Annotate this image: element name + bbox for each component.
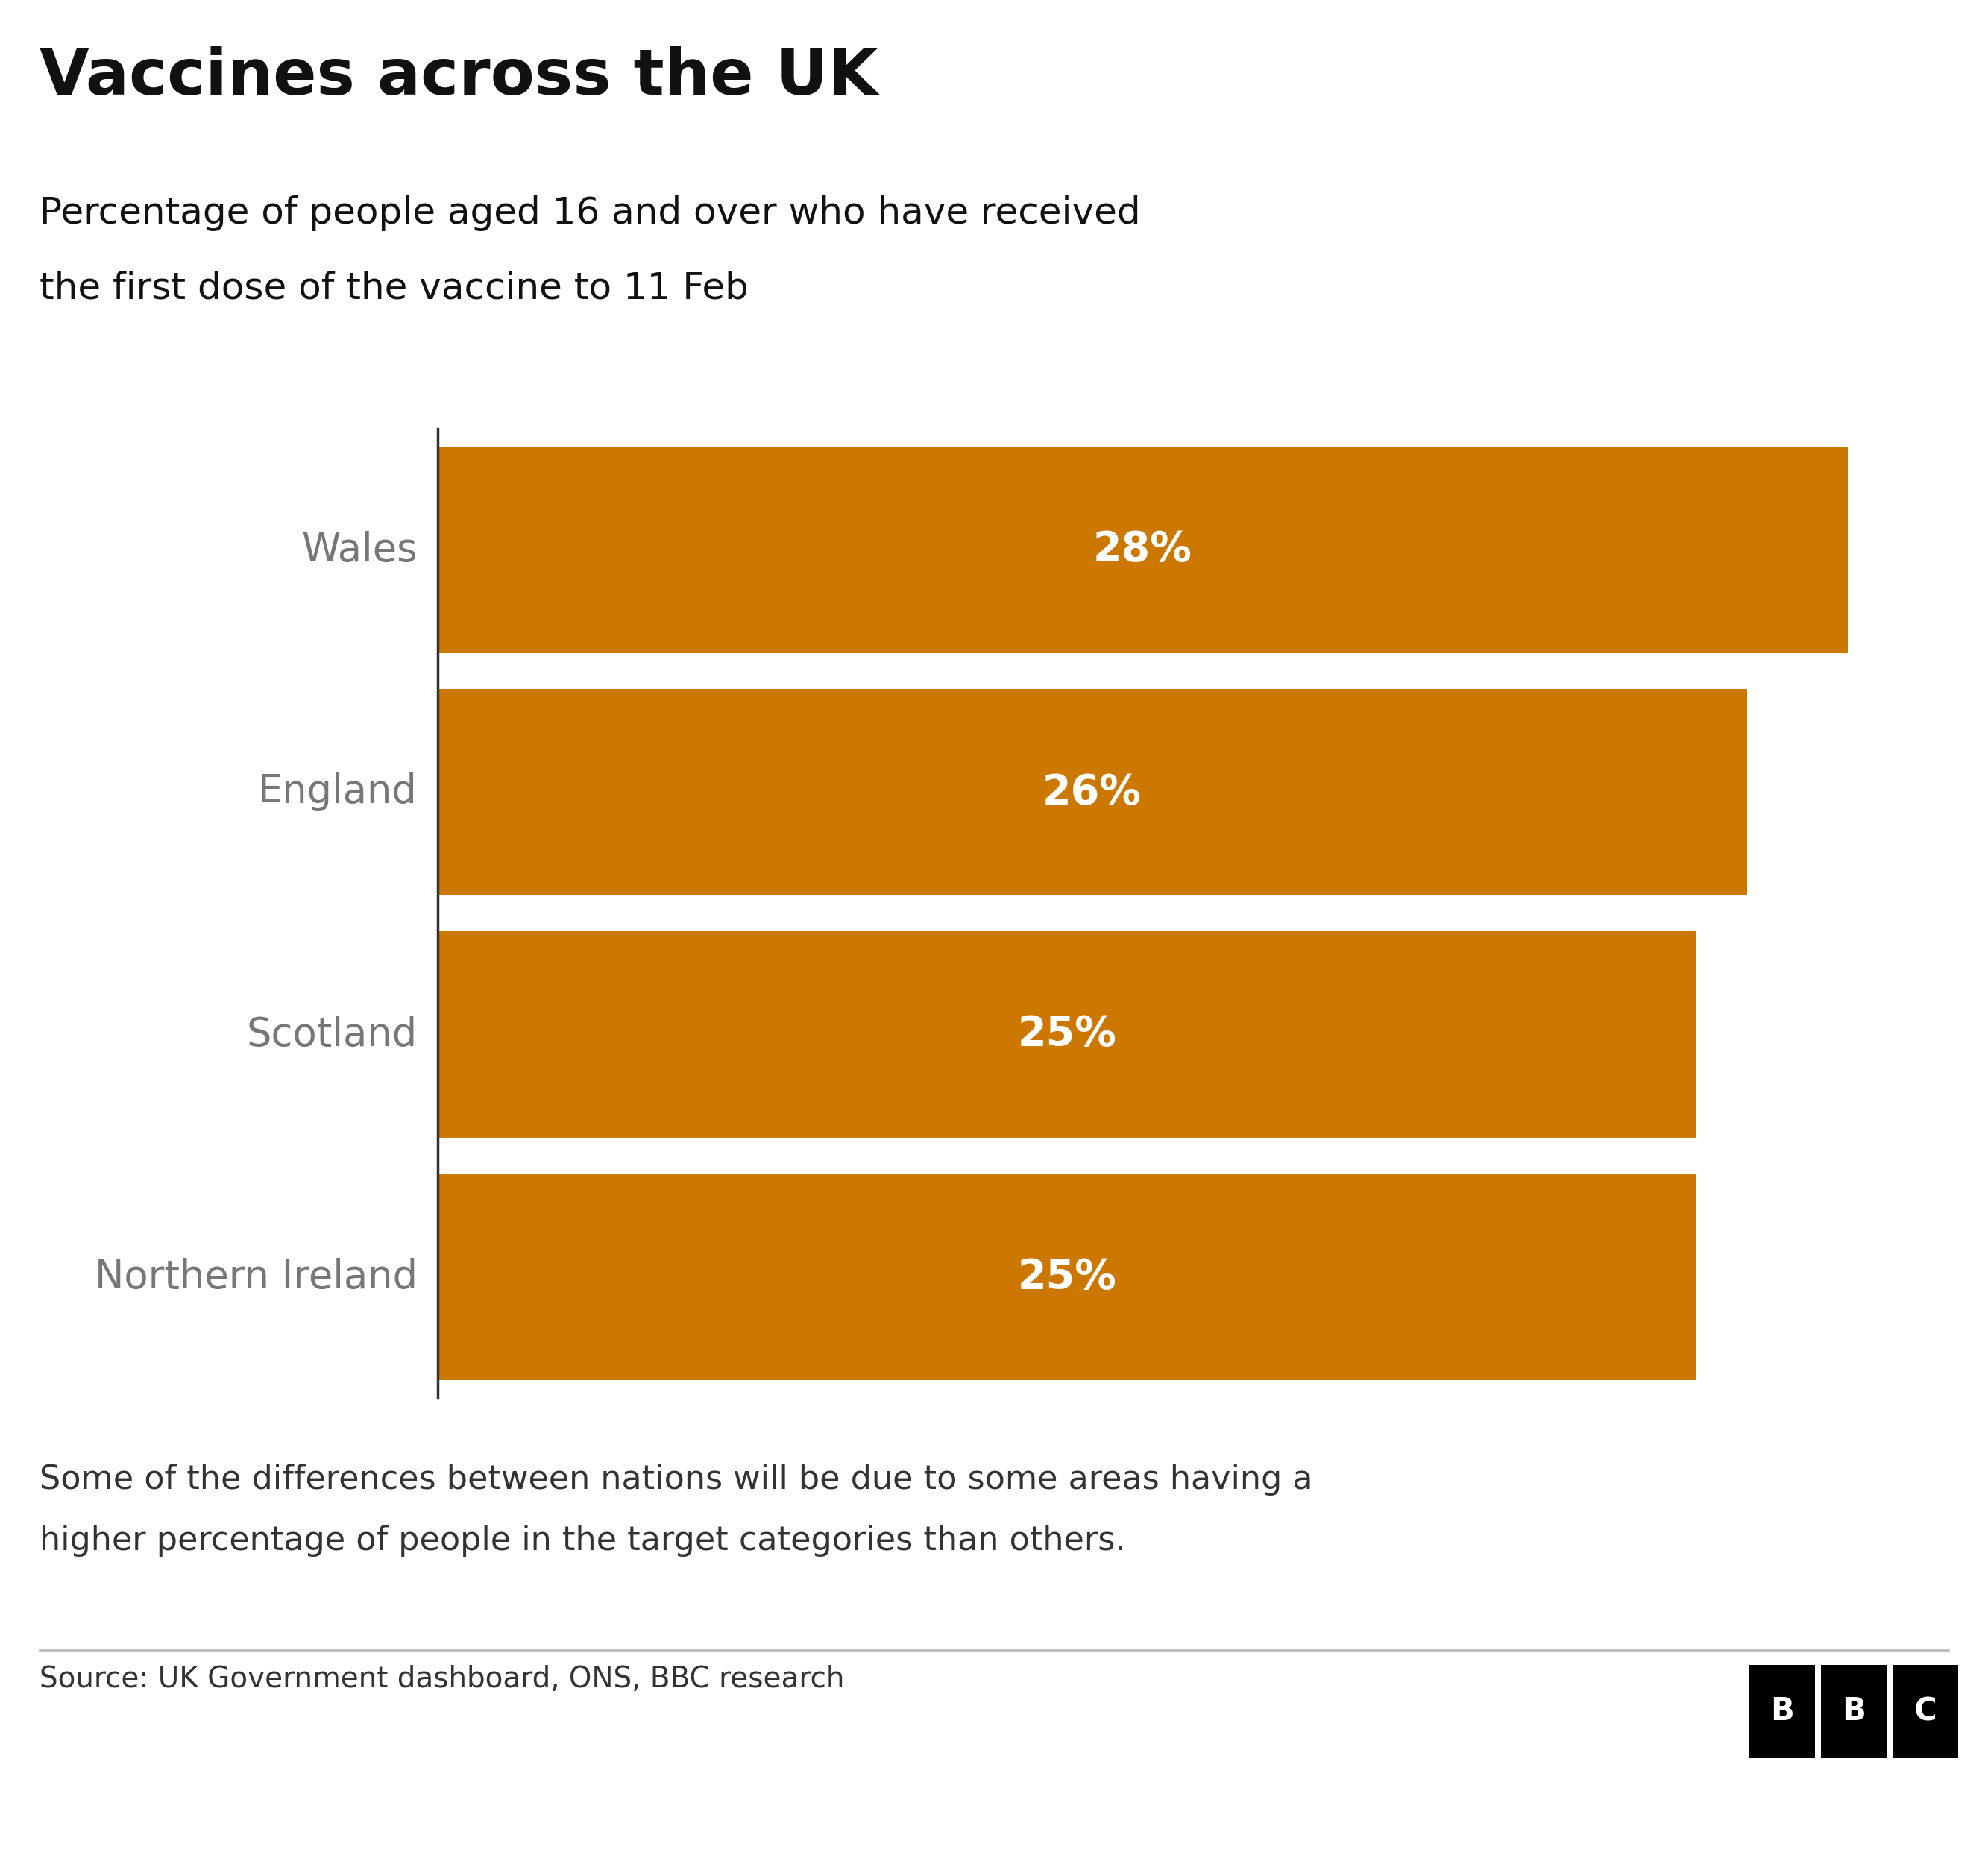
Bar [437,690,1747,895]
Bar [437,1174,1696,1379]
Text: Scotland: Scotland [247,1016,417,1053]
Text: Some of the differences between nations will be due to some areas having a: Some of the differences between nations … [40,1463,1312,1495]
Text: 25%: 25% [1018,1014,1117,1055]
Text: higher percentage of people in the target categories than others.: higher percentage of people in the targe… [40,1525,1125,1556]
Text: Percentage of people aged 16 and over who have received: Percentage of people aged 16 and over wh… [40,196,1141,231]
Text: Northern Ireland: Northern Ireland [93,1258,417,1295]
Text: B: B [1771,1696,1793,1726]
Text: England: England [258,774,417,811]
Text: Source: UK Government dashboard, ONS, BBC research: Source: UK Government dashboard, ONS, BB… [40,1665,845,1693]
Bar [437,447,1847,652]
Bar [437,932,1696,1137]
Text: 26%: 26% [1042,772,1141,813]
Text: 28%: 28% [1093,529,1193,570]
Text: Wales: Wales [300,531,417,569]
Text: C: C [1914,1696,1936,1726]
Text: B: B [1843,1696,1865,1726]
Text: the first dose of the vaccine to 11 Feb: the first dose of the vaccine to 11 Feb [40,270,749,306]
Text: 25%: 25% [1018,1256,1117,1297]
Text: Vaccines across the UK: Vaccines across the UK [40,47,879,108]
